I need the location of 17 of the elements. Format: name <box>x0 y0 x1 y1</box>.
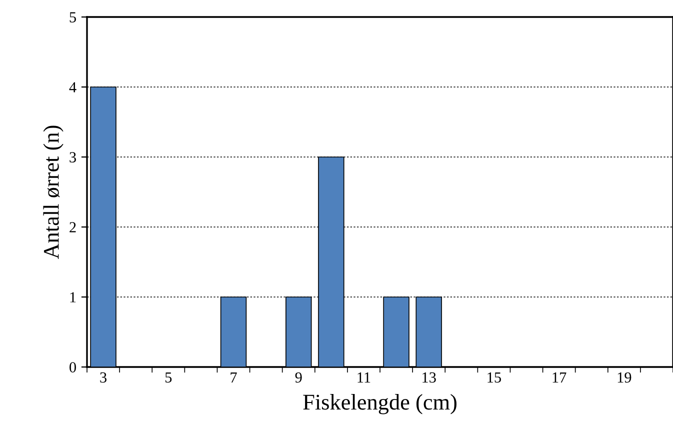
y-tick-label: 3 <box>70 152 76 162</box>
y-axis-title: Antall ørret (n) <box>43 126 64 260</box>
x-tick-label: 11 <box>358 372 370 382</box>
x-tick-label: 17 <box>552 372 566 382</box>
y-tick-label: 0 <box>70 362 76 372</box>
y-tick-label: 5 <box>70 12 76 22</box>
y-tick-label: 2 <box>70 222 76 232</box>
y-tick-label: 1 <box>70 292 76 302</box>
x-tick-label: 13 <box>422 372 436 383</box>
x-tick-label: 19 <box>618 372 632 383</box>
x-tick-label: 7 <box>230 372 237 382</box>
x-tick-label: 9 <box>295 372 302 383</box>
x-tick-label: 15 <box>488 372 501 383</box>
x-tick-label: 5 <box>165 372 172 383</box>
y-tick-label: 4 <box>69 82 76 92</box>
x-axis-title: Fiskelengde (cm) <box>303 394 456 414</box>
x-tick-label: 3 <box>100 372 106 383</box>
